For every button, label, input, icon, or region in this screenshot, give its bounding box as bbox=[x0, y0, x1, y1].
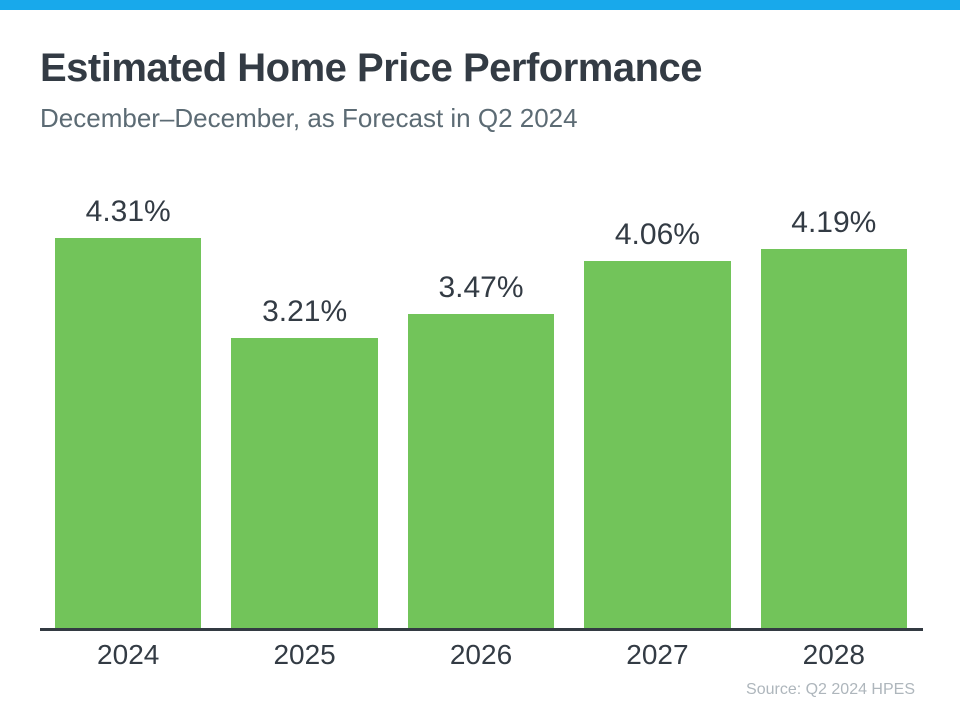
bar-value-label: 4.31% bbox=[85, 195, 171, 228]
bar-value-label: 3.21% bbox=[262, 295, 348, 328]
page-subtitle: December–December, as Forecast in Q2 202… bbox=[40, 103, 578, 133]
bar-group-2026: 3.47% bbox=[407, 271, 555, 628]
top-accent-bar bbox=[0, 0, 960, 10]
bar-chart: 4.31% 3.21% 3.47% 4.06% 4.19% 2024 2025 2026 20… bbox=[40, 195, 923, 671]
bar-group-2028: 4.19% bbox=[760, 206, 908, 628]
bar-group-2027: 4.06% bbox=[584, 218, 731, 628]
bar-2027 bbox=[584, 261, 731, 628]
x-axis-label-2025: 2025 bbox=[273, 639, 336, 670]
source-note: Source: Q2 2024 HPES bbox=[746, 681, 915, 698]
x-axis-line bbox=[40, 628, 923, 631]
bar-group-2024: 4.31% bbox=[55, 195, 202, 628]
bars-area: 4.31% 3.21% 3.47% 4.06% 4.19% bbox=[40, 195, 923, 628]
bar-value-label: 3.47% bbox=[438, 271, 524, 304]
bar-2025 bbox=[231, 338, 378, 628]
bar-2026 bbox=[407, 314, 555, 628]
x-axis-label-2027: 2027 bbox=[626, 639, 689, 670]
bar-value-label: 4.19% bbox=[791, 206, 877, 239]
x-axis-label-2024: 2024 bbox=[97, 639, 160, 670]
bar-value-label: 4.06% bbox=[614, 218, 700, 251]
x-axis-label-2026: 2026 bbox=[449, 639, 513, 670]
x-axis-labels: 2024 2025 2026 2027 2028 bbox=[40, 639, 923, 671]
chart-header: Estimated Home Price Performance Decembe… bbox=[40, 46, 703, 133]
x-axis-label-2028: 2028 bbox=[802, 639, 865, 670]
bar-2028 bbox=[760, 249, 908, 628]
bar-group-2025: 3.21% bbox=[231, 295, 378, 628]
bar-2024 bbox=[55, 238, 202, 628]
page-title: Estimated Home Price Performance bbox=[40, 46, 703, 90]
